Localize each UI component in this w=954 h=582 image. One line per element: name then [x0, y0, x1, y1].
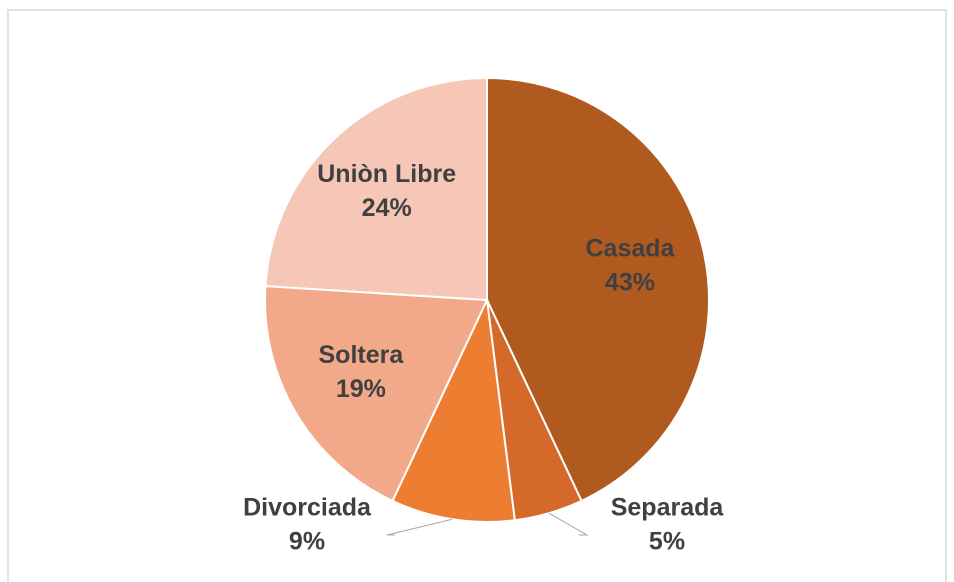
slice-value-label: 43% — [605, 269, 655, 297]
pie-slice — [264, 76, 488, 302]
slice-value-label: 9% — [289, 528, 325, 556]
pie-slice — [486, 76, 710, 503]
slice-label: Uniòn Libre — [317, 160, 456, 188]
pie-slice — [264, 285, 489, 503]
leader-line — [548, 512, 589, 536]
slice-label: Casada — [586, 235, 676, 263]
slice-label: Soltera — [319, 341, 405, 369]
leader-line — [386, 518, 453, 536]
slice-value-label: 24% — [362, 194, 412, 222]
slice-value-label: 19% — [336, 375, 386, 403]
pie-slice — [391, 296, 516, 523]
slice-label: Divorciada — [243, 494, 372, 522]
chart-frame — [7, 9, 947, 582]
slice-label: Separada — [611, 494, 725, 522]
slice-value-label: 5% — [649, 528, 685, 556]
